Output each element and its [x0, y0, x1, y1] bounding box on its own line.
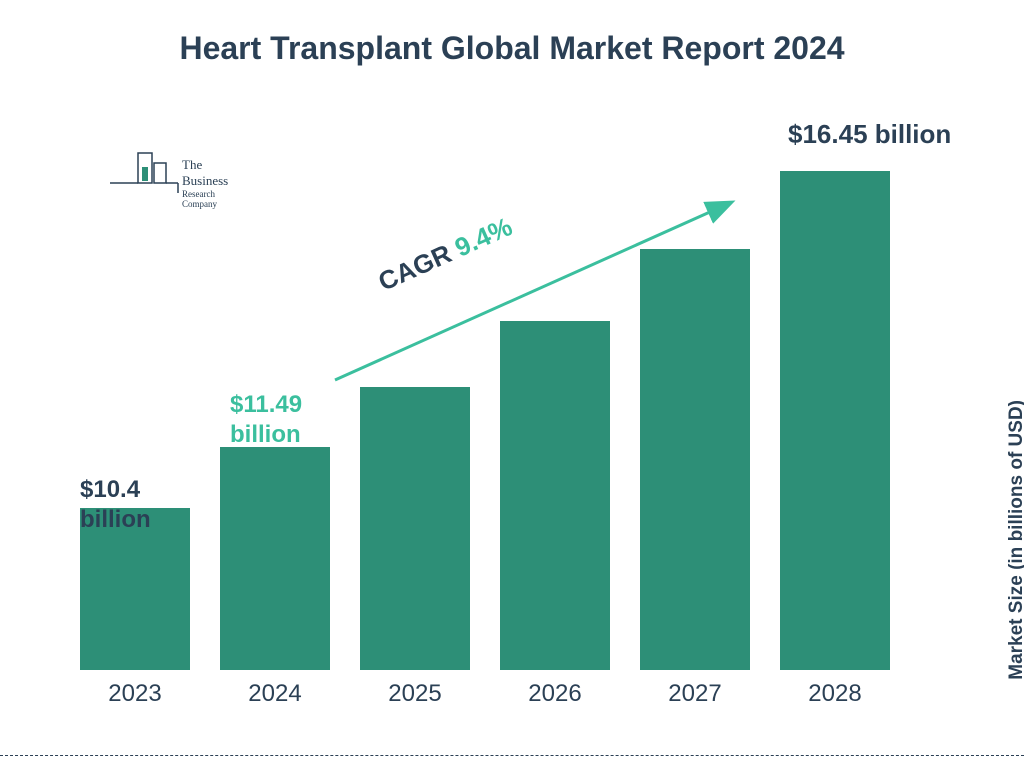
chart-title-text: Heart Transplant Global Market Report 20…: [179, 30, 844, 66]
y-axis-label: Market Size (in billions of USD): [1006, 400, 1024, 680]
x-axis-label-2025: 2025: [360, 680, 470, 708]
bar-2026: [500, 321, 610, 670]
x-axis-label-2024: 2024: [220, 680, 330, 708]
bar-2025: [360, 387, 470, 670]
value-label-2: $16.45 billion: [788, 118, 951, 151]
x-axis-label-2026: 2026: [500, 680, 610, 708]
bar-2024: [220, 447, 330, 670]
bar-2027: [640, 249, 750, 670]
footer-divider: [0, 755, 1024, 756]
x-axis-label-2028: 2028: [780, 680, 890, 708]
value-label-0: $10.4billion: [80, 475, 151, 535]
x-axis-label-2027: 2027: [640, 680, 750, 708]
x-axis-label-2023: 2023: [80, 680, 190, 708]
y-axis-label-text: Market Size (in billions of USD): [1006, 400, 1024, 680]
chart-title: Heart Transplant Global Market Report 20…: [0, 30, 1024, 67]
value-label-1: $11.49billion: [230, 390, 302, 450]
bar-2028: [780, 171, 890, 670]
